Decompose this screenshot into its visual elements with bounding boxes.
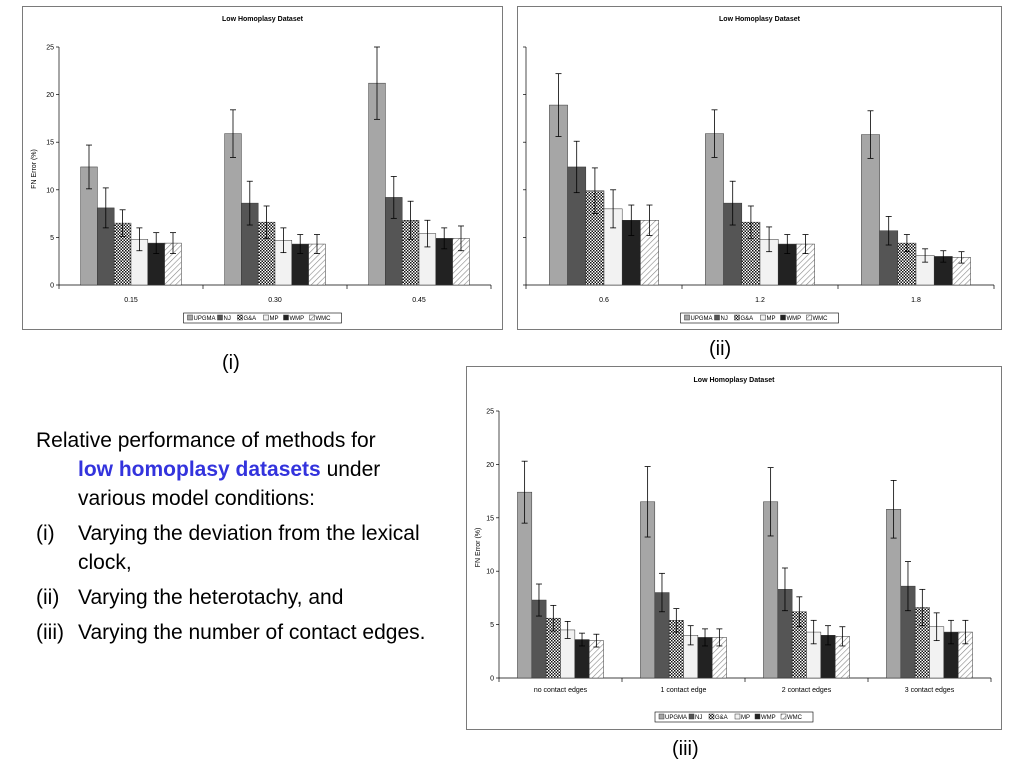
list-item-number: (ii) <box>36 586 60 609</box>
legend-swatch <box>658 713 665 720</box>
caption-iii: (iii) <box>672 738 699 760</box>
legend-label: WMC <box>316 316 332 322</box>
y-tick-label: 5 <box>490 622 494 629</box>
legend-swatch <box>684 314 690 321</box>
chart-title: Low Homoplasy Dataset <box>222 16 304 23</box>
legend-swatch <box>688 713 695 720</box>
x-tick-label: 3 contact edges <box>905 687 955 694</box>
legend-label: G&A <box>741 316 754 322</box>
list-item-number: (i) <box>36 522 55 545</box>
y-tick-label: 5 <box>50 235 54 242</box>
x-tick-label: 0.6 <box>599 297 609 304</box>
y-axis-label: FN Error (%) <box>475 528 482 568</box>
legend-swatch <box>309 314 315 321</box>
legend-swatch <box>217 314 223 321</box>
legend-label: WMP <box>787 316 802 322</box>
y-tick-label: 15 <box>486 515 494 522</box>
list-item-i: (i) Varying the deviation from the lexic… <box>36 519 466 577</box>
list-item-text: Varying the number of contact edges. <box>78 621 426 644</box>
x-tick-label: 0.45 <box>412 297 426 304</box>
highlight-text: low homoplasy datasets <box>78 458 321 481</box>
legend-swatch <box>263 314 269 321</box>
legend-label: G&A <box>244 316 257 322</box>
x-tick-label: 0.30 <box>268 297 282 304</box>
legend <box>680 312 839 324</box>
y-tick-label: 0 <box>490 676 494 683</box>
chart-iii: Low Homoplasy Dataset 0 5 10 15 20 25 FN Error … <box>475 377 992 723</box>
chart-ii: Low Homoplasy Dataset 0.6 1.2 1.8 UPGMA NJ G&A… <box>523 16 995 324</box>
y-tick-label: 20 <box>486 462 494 469</box>
caption-i: (i) <box>222 352 240 374</box>
legend-swatch <box>734 713 741 720</box>
legend <box>654 711 814 723</box>
legend-label: MP <box>270 316 279 322</box>
legend-swatch <box>734 314 740 321</box>
chart-title: Low Homoplasy Dataset <box>694 377 776 384</box>
legend-swatch <box>806 314 812 321</box>
caption-ii: (ii) <box>709 338 732 360</box>
legend-label: NJ <box>695 715 702 721</box>
chart-title: Low Homoplasy Dataset <box>719 16 801 23</box>
x-tick-label: 1.2 <box>755 297 765 304</box>
y-tick-label: 10 <box>486 569 494 576</box>
list-item-text: Varying the heterotachy, and <box>78 586 344 609</box>
legend-label: WMP <box>290 316 305 322</box>
legend-swatch <box>760 314 766 321</box>
legend-swatch <box>780 713 787 720</box>
y-tick-label: 25 <box>486 409 494 416</box>
legend-label: UPGMA <box>665 715 687 721</box>
description-line-1: Relative performance of methods for <box>36 429 376 452</box>
x-tick-label: 1 contact edge <box>661 687 707 694</box>
legend-label: UPGMA <box>194 316 216 322</box>
chart-frame-i: Low Homoplasy Dataset 0 5 10 15 20 25 FN Error … <box>22 6 503 330</box>
chart-frame-ii: Low Homoplasy Dataset 0.6 1.2 1.8 UPGMA NJ G&A… <box>517 6 1002 330</box>
y-tick-label: 20 <box>46 92 54 99</box>
legend-label: WMP <box>761 715 776 721</box>
list-item-ii: (ii) Varying the heterotachy, and <box>36 583 466 612</box>
legend-label: NJ <box>721 316 728 322</box>
legend-label: NJ <box>224 316 231 322</box>
x-tick-label: 0.15 <box>124 297 138 304</box>
legend-swatch <box>237 314 243 321</box>
legend <box>183 312 342 324</box>
description-line-2-rest: under <box>320 458 381 481</box>
legend-swatch <box>780 314 786 321</box>
x-tick-label: 1.8 <box>911 297 921 304</box>
chart-i: Low Homoplasy Dataset 0 5 10 15 20 25 FN Error … <box>31 16 492 324</box>
description-line-2: low homoplasy datasets under <box>36 455 466 484</box>
y-tick-label: 10 <box>46 187 54 194</box>
legend-swatch <box>714 314 720 321</box>
y-axis-label: FN Error (%) <box>31 149 38 189</box>
x-tick-label: 2 contact edges <box>782 687 832 694</box>
list-item-iii: (iii) Varying the number of contact edge… <box>36 618 466 647</box>
legend-swatch <box>187 314 193 321</box>
y-tick-label: 25 <box>46 45 54 52</box>
description: Relative performance of methods for low … <box>36 426 466 647</box>
legend-label: WMC <box>787 715 803 721</box>
list-item-number: (iii) <box>36 621 64 644</box>
legend-label: MP <box>741 715 750 721</box>
legend-label: G&A <box>715 715 728 721</box>
legend-label: UPGMA <box>691 316 713 322</box>
x-tick-label: no contact edges <box>534 687 588 694</box>
y-tick-label: 0 <box>50 283 54 290</box>
legend-label: WMC <box>813 316 829 322</box>
list-item-text: Varying the deviation from the lexical c… <box>78 522 420 574</box>
legend-label: MP <box>767 316 776 322</box>
legend-swatch <box>283 314 289 321</box>
legend-swatch <box>754 713 761 720</box>
chart-frame-iii: Low Homoplasy Dataset 0 5 10 15 20 25 FN Error … <box>466 366 1002 730</box>
description-line-3: various model conditions: <box>78 487 315 510</box>
y-tick-label: 15 <box>46 140 54 147</box>
legend-swatch <box>708 713 715 720</box>
